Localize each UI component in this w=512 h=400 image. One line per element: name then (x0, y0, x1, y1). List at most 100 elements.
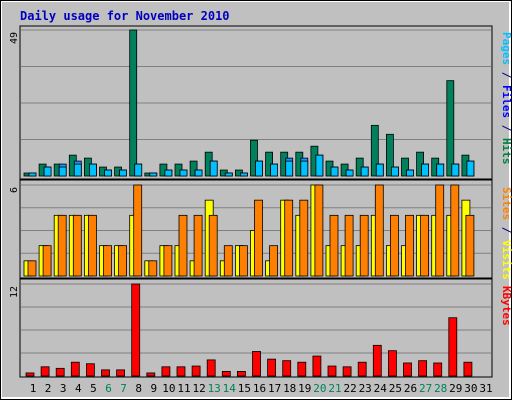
bar-pages-day-10 (164, 169, 173, 177)
bar-sites-day-17 (269, 245, 279, 277)
x-tick-label-day-14: 14 (223, 382, 237, 395)
bar-kbytes-day-12 (191, 365, 201, 377)
bar-kbytes-day-8 (131, 283, 141, 377)
side-legend-part: Files (500, 85, 512, 118)
x-tick-label-day-11: 11 (177, 382, 190, 395)
bar-pages-day-8 (134, 163, 143, 177)
x-tick-label-day-16: 16 (253, 382, 266, 395)
bar-pages-day-23 (360, 166, 369, 177)
x-tick-label-day-29: 29 (449, 382, 462, 395)
x-tick-label-day-2: 2 (45, 382, 52, 395)
bar-pages-day-16 (255, 160, 263, 177)
bar-sites-day-1 (27, 260, 37, 277)
bar-hits-day-26 (401, 157, 409, 177)
bar-hits-day-24 (370, 124, 379, 177)
bar-sites-day-20 (314, 184, 324, 277)
bar-hits-day-12 (189, 160, 198, 177)
x-tick-label-day-30: 30 (464, 382, 477, 395)
bar-pages-day-5 (89, 163, 97, 177)
bar-pages-day-1 (28, 172, 37, 177)
side-legend-hits-files-pages: Pages / Files / Hits (500, 32, 512, 165)
x-tick-label-day-28: 28 (434, 382, 447, 395)
bar-sites-day-19 (299, 199, 309, 277)
x-tick-label-day-8: 8 (135, 382, 142, 395)
bar-pages-day-11 (179, 169, 188, 177)
bar-kbytes-day-24 (372, 344, 382, 377)
side-legend-part: / (500, 118, 512, 138)
side-legend-part: Visits (500, 240, 512, 280)
bar-kbytes-day-26 (403, 362, 412, 377)
x-tick-label-day-4: 4 (75, 382, 82, 395)
bar-kbytes-day-9 (146, 372, 156, 377)
bar-pages-day-13 (209, 160, 218, 177)
x-tick-label-day-7: 7 (120, 382, 127, 395)
bar-pages-day-27 (421, 163, 430, 177)
bar-kbytes-day-20 (312, 355, 322, 377)
bar-sites-day-29 (450, 184, 460, 277)
x-tick-label-day-3: 3 (60, 382, 67, 395)
chart-title: Daily usage for November 2010 (20, 9, 230, 23)
bar-kbytes-day-29 (448, 317, 458, 377)
side-legend-part: / (500, 65, 512, 85)
bar-sites-day-30 (465, 214, 475, 277)
bar-pages-day-12 (194, 169, 203, 177)
bar-pages-day-21 (330, 166, 339, 177)
bar-sites-day-9 (148, 260, 158, 277)
side-legend-part: Sites (500, 187, 512, 220)
x-tick-label-day-12: 12 (192, 382, 205, 395)
x-tick-label-day-19: 19 (298, 382, 311, 395)
bar-pages-day-25 (390, 166, 399, 177)
bar-sites-day-3 (57, 214, 67, 277)
bar-kbytes-day-6 (101, 369, 110, 377)
bar-sites-day-24 (374, 184, 384, 277)
bar-pages-day-14 (224, 172, 233, 177)
side-legend-part: Pages (500, 32, 512, 65)
bars (23, 29, 475, 377)
bar-kbytes-day-1 (25, 372, 35, 377)
bar-kbytes-day-30 (463, 361, 473, 377)
x-tick-label-day-18: 18 (283, 382, 296, 395)
side-legend-kbytes: KBytes (500, 286, 512, 326)
x-tick-label-day-15: 15 (238, 382, 251, 395)
bar-pages-day-20 (315, 154, 324, 177)
bar-sites-day-13 (208, 214, 218, 277)
axis-max-label-kbytes: 12 (9, 286, 20, 298)
bar-pages-day-19 (300, 160, 309, 177)
x-tick-label-day-26: 26 (404, 382, 417, 395)
bar-pages-day-30 (466, 160, 475, 177)
side-legend-part: / (500, 220, 512, 240)
bar-sites-day-23 (359, 214, 369, 277)
bar-sites-day-25 (389, 214, 399, 277)
x-tick-label-day-20: 20 (313, 382, 326, 395)
bar-sites-day-26 (405, 214, 414, 277)
bar-pages-day-18 (285, 160, 294, 177)
bar-kbytes-day-25 (387, 350, 397, 377)
x-tick-label-day-6: 6 (105, 382, 112, 395)
bar-kbytes-day-7 (116, 369, 125, 377)
bar-kbytes-day-13 (206, 359, 216, 377)
x-tick-label-day-24: 24 (374, 382, 388, 395)
bar-pages-day-28 (436, 163, 445, 177)
bar-sites-day-11 (178, 214, 188, 277)
side-legend-part: KBytes (500, 286, 512, 326)
bar-pages-day-17 (270, 163, 279, 177)
x-tick-label-day-1: 1 (30, 382, 37, 395)
bar-kbytes-day-27 (418, 360, 428, 377)
bar-sites-day-12 (193, 214, 203, 277)
bar-sites-day-27 (420, 214, 430, 277)
bar-pages-day-9 (149, 172, 158, 177)
bar-sites-day-16 (254, 199, 263, 277)
bar-kbytes-day-28 (433, 362, 443, 377)
bar-sites-day-21 (329, 214, 339, 277)
bar-kbytes-day-14 (221, 370, 231, 377)
bar-kbytes-day-2 (40, 366, 50, 377)
bar-sites-day-7 (118, 245, 127, 277)
x-tick-label-day-13: 13 (208, 382, 221, 395)
bar-sites-day-6 (103, 245, 112, 277)
bar-kbytes-day-18 (282, 360, 292, 377)
bar-pages-day-6 (104, 169, 112, 177)
bar-kbytes-day-16 (252, 351, 261, 377)
x-tick-label-day-22: 22 (343, 382, 356, 395)
bar-kbytes-day-19 (297, 361, 307, 377)
bar-pages-day-3 (58, 166, 67, 177)
